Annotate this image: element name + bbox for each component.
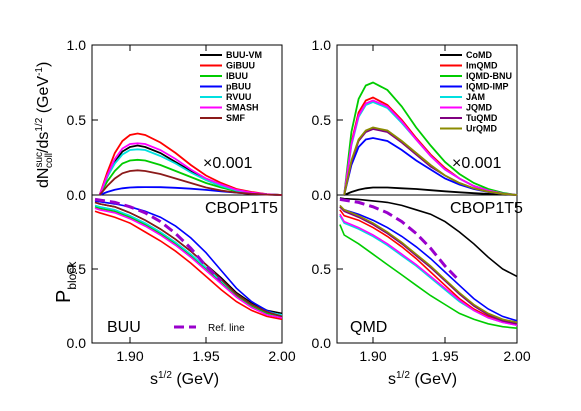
buu-tune-annotation: CBOP1T5 (205, 200, 278, 217)
buu-legend-label: BUU-VM (226, 50, 262, 60)
buu-ytick-bottom-label: 0.5 (67, 261, 87, 277)
qmd-top-series-jqmd (343, 99, 518, 196)
qmd-ytick-bottom-label: 0.0 (312, 335, 332, 351)
qmd-legend-label: JQMD (466, 103, 493, 113)
buu-legend-label: IBUU (226, 71, 248, 81)
qmd-x-axis-title: s1/2 (GeV) (388, 370, 457, 388)
buu-xtick-label: 1.95 (192, 348, 219, 364)
buu-bottom-series-rvuu (94, 204, 283, 316)
buu-scale-annotation: ×0.001 (203, 155, 252, 172)
buu-legend-label: pBUU (226, 82, 251, 92)
y-axis-title-bottom: Pblock (53, 261, 79, 303)
qmd-scale-annotation: ×0.001 (452, 155, 501, 172)
qmd-bottom-series-iqmd-imp (339, 206, 518, 322)
y-axis-title-top: dNsuccoll/ds1/2 (GeV-1) (34, 62, 55, 188)
buu-bottom-series-gibuu (94, 210, 283, 321)
qmd-bottom-series-comd (339, 197, 518, 278)
qmd-legend-label: CoMD (466, 50, 492, 60)
buu-ytick-top-label: 0.5 (67, 112, 87, 128)
qmd-tune-annotation: CBOP1T5 (450, 200, 523, 217)
qmd-legend-label: JAM (466, 92, 485, 102)
qmd-legend-label: IQMD-BNU (466, 71, 512, 81)
qmd-ytick-top-label: 1.0 (312, 37, 332, 53)
buu-xtick-label: 1.90 (116, 348, 143, 364)
buu-legend-label: RVUU (226, 92, 251, 102)
qmd-bottom-series-jqmd (339, 213, 518, 326)
buu-bottom-series-ibuu (94, 206, 283, 318)
qmd-top-series-comd (343, 186, 518, 196)
qmd-top-series-urqmd (343, 126, 518, 196)
qmd-bottom-series-urqmd (339, 204, 518, 324)
buu-top-series-smf (98, 169, 283, 196)
qmd-ytick-top-label: 0.5 (312, 112, 332, 128)
qmd-xtick-label: 1.95 (431, 348, 458, 364)
qmd-legend-label: ImQMD (466, 61, 498, 71)
qmd-panel-label: QMD (350, 319, 387, 336)
qmd-ref-line (339, 197, 461, 282)
qmd-bottom-series-imqmd (339, 209, 518, 325)
qmd-ytick-top-label: 0.0 (312, 187, 332, 203)
qmd-ytick-bottom-label: 0.5 (312, 261, 332, 277)
qmd-legend-label: TuQMD (466, 113, 498, 123)
buu-xtick-label: 2.00 (268, 348, 295, 364)
qmd-legend-label: UrQMD (466, 124, 497, 134)
ref-line-legend-label: Ref. line (208, 323, 245, 334)
buu-ytick-top-label: 0.0 (67, 187, 87, 203)
qmd-xtick-label: 2.00 (503, 348, 530, 364)
buu-legend-label: SMF (226, 113, 246, 123)
buu-bottom-series-smash (94, 207, 283, 319)
qmd-legend-label: IQMD-IMP (466, 82, 509, 92)
buu-top-series-gibuu (98, 132, 283, 196)
buu-legend-label: SMASH (226, 103, 259, 113)
buu-ytick-top-label: 1.0 (67, 37, 87, 53)
buu-ref-line (94, 197, 223, 282)
qmd-bottom-series-tuqmd (339, 206, 518, 325)
buu-top-series-smash (98, 142, 283, 196)
buu-legend-label: GiBUU (226, 61, 255, 71)
buu-ytick-bottom-label: 0.0 (67, 335, 87, 351)
buu-bottom-series-pbuu (94, 200, 283, 318)
buu-bottom-series-buu-vm (94, 201, 283, 315)
qmd-bottom-series-iqmd-bnu (339, 224, 518, 329)
plot-layer: 1.90 1.95 2.00 0.0 0.5 1.0 0.0 0.5 BUU-VMGiBUUIB… (67, 37, 531, 364)
qmd-xtick-label: 1.90 (359, 348, 386, 364)
buu-bottom-series-smf (94, 201, 283, 318)
qmd-top-series-iqmd-bnu (343, 81, 518, 196)
buu-panel-label: BUU (107, 319, 141, 336)
buu-x-axis-title: s1/2 (GeV) (150, 370, 219, 388)
